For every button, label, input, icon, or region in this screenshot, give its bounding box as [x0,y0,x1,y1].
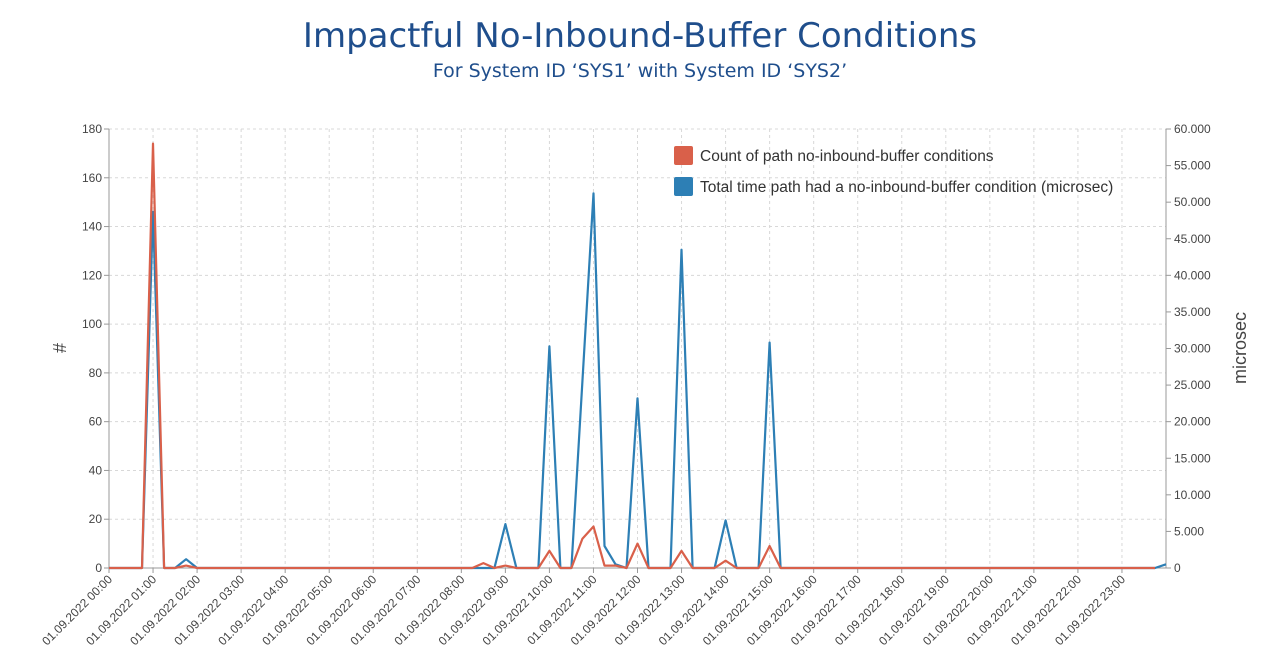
y-left-tick-label: 80 [89,366,103,380]
y-left-tick-label: 100 [82,317,102,331]
y-right-tick-label: 60.000 [1174,122,1211,136]
y-right-tick-label: 20.000 [1174,415,1211,429]
y-left-tick-label: 140 [82,220,102,234]
legend-label: Total time path had a no-inbound-buffer … [700,179,1113,196]
y-left-tick-label: 40 [89,463,103,477]
y-right-tick-label: 25.000 [1174,378,1211,392]
legend: Count of path no-inbound-buffer conditio… [674,146,1113,196]
y-left-tick-label: 60 [89,415,103,429]
legend-label: Count of path no-inbound-buffer conditio… [700,148,994,165]
y-right-tick-label: 40.000 [1174,268,1211,282]
y-axis-left-title: # [50,343,70,353]
y-axis-right-title: microsec [1230,312,1250,384]
y-right-tick-label: 5.000 [1174,524,1204,538]
y-right-tick-label: 55.000 [1174,159,1211,173]
y-right-tick-label: 35.000 [1174,305,1211,319]
y-right-tick-label: 15.000 [1174,451,1211,465]
y-right-tick-label: 30.000 [1174,342,1211,356]
y-left-tick-label: 20 [89,512,103,526]
y-left-tick-label: 160 [82,171,102,185]
y-left-tick-label: 180 [82,122,102,136]
y-left-tick-label: 0 [95,561,102,575]
y-right-tick-label: 10.000 [1174,488,1211,502]
y-left-tick-label: 120 [82,268,102,282]
legend-swatch [674,177,693,196]
chart-title: Impactful No-Inbound-Buffer Conditions [302,16,978,56]
legend-swatch [674,146,693,165]
y-right-tick-label: 50.000 [1174,195,1211,209]
y-right-tick-label: 0 [1174,561,1181,575]
series-lines [109,142,1167,570]
series-line-count [109,142,1155,570]
chart-subtitle: For System ID ‘SYS1’ with System ID ‘SYS… [432,60,848,82]
y-right-tick-label: 45.000 [1174,232,1211,246]
